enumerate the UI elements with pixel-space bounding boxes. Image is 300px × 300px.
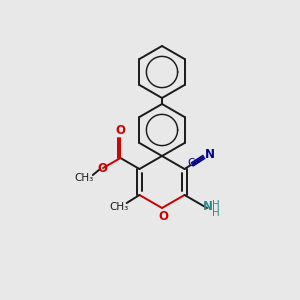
Text: H: H xyxy=(212,208,220,218)
Text: CH₃: CH₃ xyxy=(109,202,128,212)
Text: CH₃: CH₃ xyxy=(74,173,93,183)
Text: O: O xyxy=(116,124,125,137)
Text: O: O xyxy=(158,209,168,223)
Text: O: O xyxy=(97,163,107,176)
Text: H: H xyxy=(212,200,220,210)
Text: N: N xyxy=(203,200,213,214)
Text: C: C xyxy=(188,158,195,168)
Text: N: N xyxy=(205,148,215,160)
